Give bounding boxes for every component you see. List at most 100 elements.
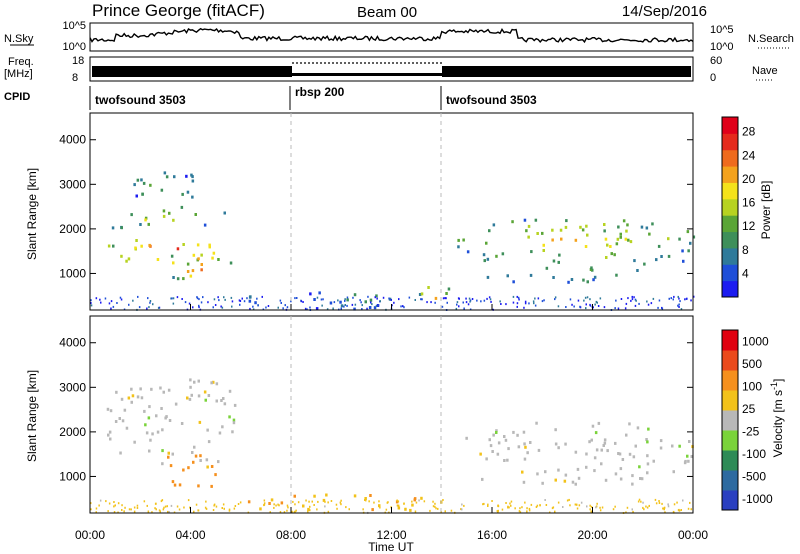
data-cell — [505, 502, 507, 504]
power-panel: 1000 2000 3000 4000 Slant Range [km] 4 8 12 16… — [25, 112, 773, 311]
data-cell — [397, 500, 400, 503]
data-cell — [286, 509, 288, 512]
data-cell — [390, 298, 392, 301]
data-cell — [222, 397, 225, 400]
data-cell — [633, 296, 635, 299]
data-cell — [634, 304, 637, 307]
data-cell — [364, 499, 366, 501]
data-cell — [429, 509, 431, 512]
data-cell — [228, 389, 232, 393]
data-cell — [200, 268, 203, 272]
data-cell — [223, 296, 225, 299]
data-cell — [626, 223, 629, 227]
data-cell — [263, 499, 266, 502]
data-cell — [582, 278, 585, 282]
data-cell — [505, 303, 507, 306]
data-cell — [631, 482, 634, 486]
data-cell — [628, 422, 631, 426]
data-cell — [205, 458, 209, 462]
data-cell — [198, 420, 202, 424]
data-cell — [541, 300, 544, 303]
data-cell — [589, 508, 591, 511]
data-cell — [585, 224, 588, 228]
data-cell — [462, 238, 465, 242]
data-cell — [131, 394, 135, 398]
data-cell — [119, 451, 122, 455]
data-cell — [393, 301, 395, 304]
data-cell — [200, 253, 203, 257]
data-cell — [223, 507, 225, 510]
data-cell — [560, 237, 563, 241]
data-cell — [346, 298, 349, 302]
time-tick-label: 00:00 — [678, 528, 708, 542]
data-cell — [108, 430, 112, 434]
data-cell — [570, 278, 574, 281]
data-cell — [188, 302, 191, 305]
data-cell — [536, 232, 539, 235]
power-yticks: 1000 2000 3000 4000 — [59, 133, 693, 280]
data-cell — [208, 243, 211, 247]
cpid-panel: CPID twofsound 3503 rbsp 200 twofsound 3… — [4, 85, 537, 110]
data-cell — [243, 300, 246, 303]
data-cell — [687, 249, 690, 253]
data-cell — [518, 298, 520, 301]
data-cell — [517, 445, 521, 449]
data-cell — [536, 504, 539, 507]
data-cell — [461, 503, 463, 506]
data-cell — [161, 462, 164, 466]
data-cell — [113, 511, 116, 513]
data-cell — [552, 506, 555, 509]
data-cell — [316, 296, 319, 299]
data-cell — [324, 505, 326, 508]
data-cell — [588, 440, 591, 444]
data-cell — [593, 275, 597, 279]
data-cell — [322, 298, 324, 301]
data-cell — [141, 192, 144, 196]
data-cell — [115, 390, 118, 394]
data-cell — [184, 301, 187, 304]
data-cell — [519, 507, 521, 510]
data-cell — [564, 473, 568, 477]
data-cell — [213, 298, 216, 301]
data-cell — [290, 300, 292, 303]
data-cell — [325, 493, 328, 497]
data-cell — [516, 305, 518, 308]
data-cell — [544, 470, 547, 474]
data-cell — [516, 433, 519, 437]
data-cell — [682, 259, 685, 263]
data-cell — [574, 238, 578, 242]
data-cell — [632, 510, 634, 513]
data-cell — [657, 306, 659, 309]
data-cell — [573, 305, 575, 308]
data-cell — [533, 302, 535, 305]
cpid-segment-3: twofsound 3503 — [446, 93, 537, 107]
data-cell — [636, 426, 640, 430]
data-cell — [340, 304, 344, 308]
data-cell — [414, 510, 417, 513]
data-cell — [586, 296, 589, 299]
nave-tick-bottom: 0 — [710, 72, 716, 84]
power-colorbar-swatch — [722, 182, 738, 200]
velocity-colorbar-swatch — [722, 370, 738, 391]
data-cell — [158, 509, 161, 512]
data-cell — [224, 298, 226, 301]
data-cell — [232, 418, 236, 422]
data-cell — [316, 508, 318, 511]
data-cell — [465, 301, 468, 304]
data-cell — [661, 502, 663, 505]
data-cell — [292, 500, 294, 503]
data-cell — [526, 451, 529, 455]
data-cell — [563, 479, 567, 483]
data-cell — [576, 467, 580, 471]
data-cell — [99, 298, 101, 301]
data-cell — [690, 299, 692, 302]
data-cell — [497, 510, 499, 513]
data-cell — [100, 301, 102, 304]
data-cell — [162, 214, 166, 218]
power-colorbar-swatch — [722, 280, 738, 298]
data-cell — [643, 262, 646, 266]
station-title: Prince George (fitACF) — [92, 1, 265, 20]
data-cell — [638, 498, 641, 501]
data-cell — [420, 298, 422, 301]
nave-label: Nave — [752, 65, 778, 77]
